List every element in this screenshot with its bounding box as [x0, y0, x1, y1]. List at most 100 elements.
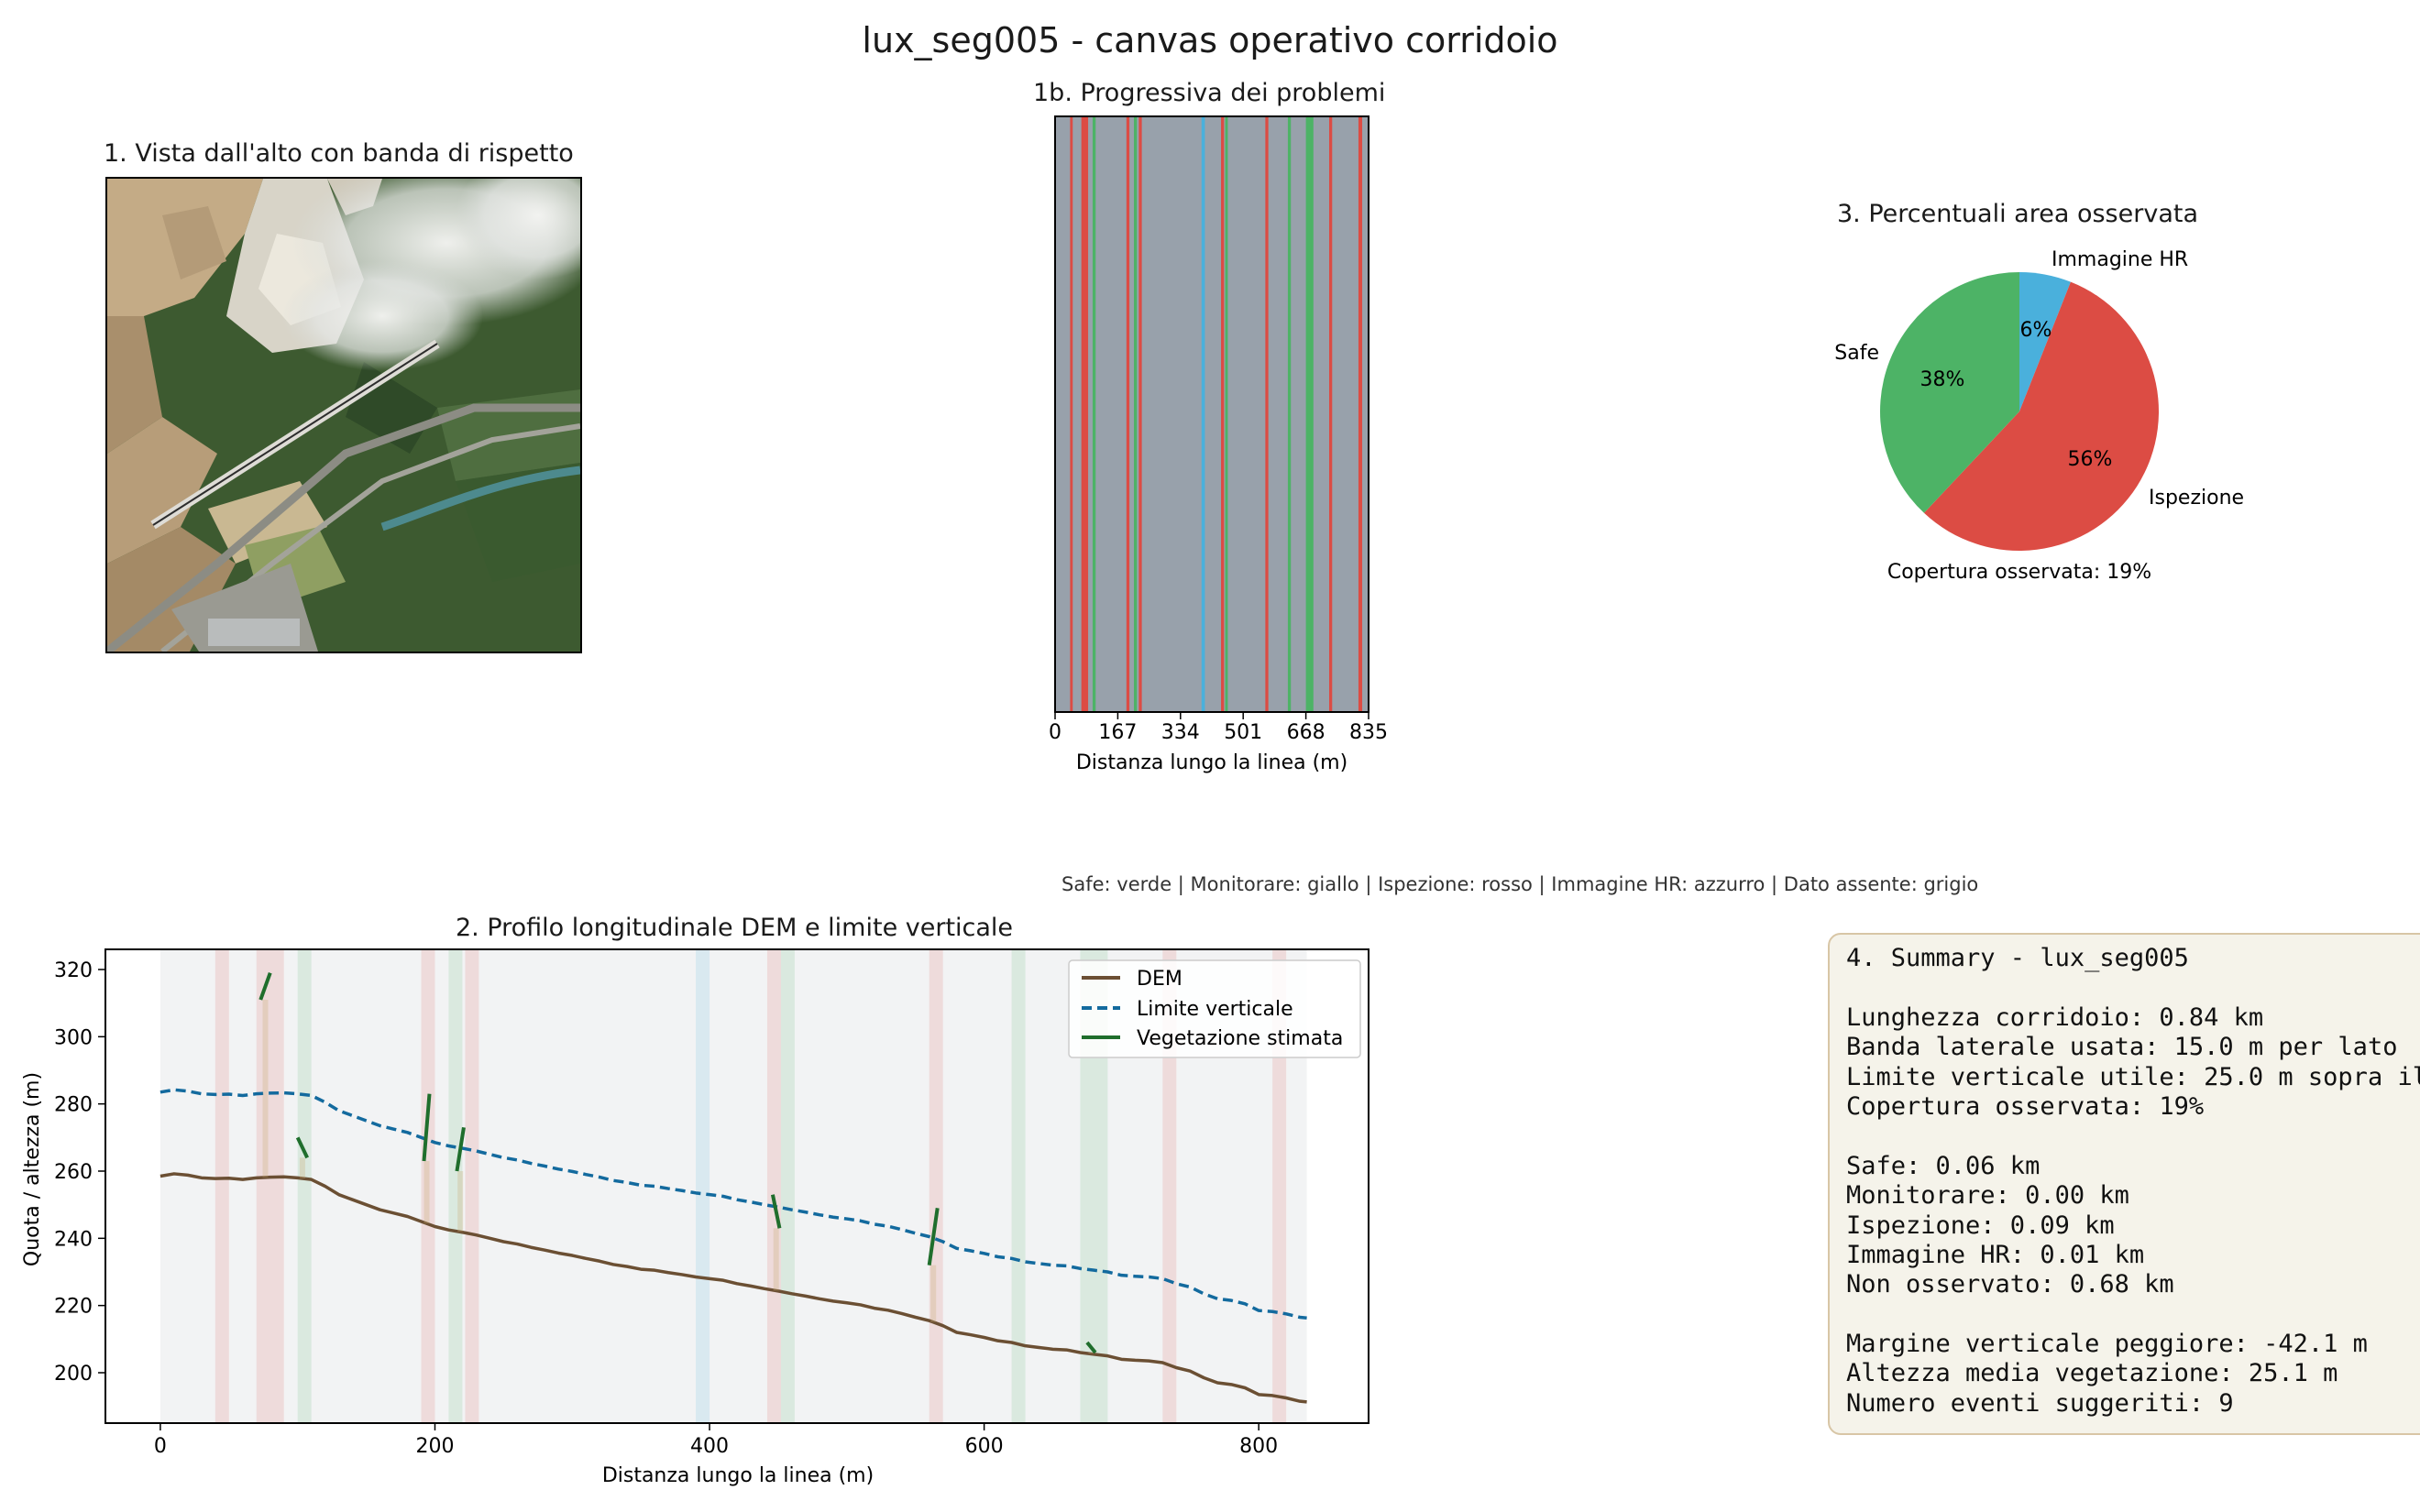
strip-frame — [1054, 115, 1370, 713]
figure-title: lux_seg005 - canvas operativo corridoio — [862, 20, 1558, 60]
aerial-image — [105, 177, 582, 653]
aerial-view-title: 1. Vista dall'alto con banda di rispetto — [104, 139, 574, 168]
profile-span-inspect — [256, 949, 284, 1423]
summary-line-safe: Safe: 0.06 km — [1846, 1151, 2040, 1180]
strip-segment-inspect — [1221, 116, 1225, 712]
summary-line-band: Banda laterale usata: 15.0 m per lato — [1846, 1033, 2398, 1062]
profile-span-inspect — [766, 949, 781, 1423]
profile-span-inspect — [1162, 949, 1177, 1423]
summary-line-coverage: Copertura osservata: 19% — [1846, 1091, 2205, 1121]
dem-line — [160, 1172, 1307, 1404]
summary-line-spacer — [1846, 1300, 2420, 1330]
profile-x-tick-label: 400 — [690, 1435, 729, 1458]
profile-span-hr — [696, 949, 710, 1423]
profile-y-tick-label: 300 — [54, 1026, 93, 1049]
strip-x-tick-label: 501 — [1224, 721, 1262, 744]
strip-x-tick-label: 668 — [1287, 721, 1326, 744]
pie-slice-safe — [1880, 272, 2019, 513]
profile-legend: DEM Limite verticale Vegetazione stimata — [1068, 959, 1361, 1058]
profile-span-safe — [1011, 949, 1026, 1423]
vegetation-column — [457, 1171, 464, 1233]
profile-span-safe — [780, 949, 795, 1423]
strip-x-tick-label: 835 — [1349, 721, 1388, 744]
legend-label-limit: Limite verticale — [1137, 998, 1293, 1021]
vegetation-column — [299, 1157, 305, 1178]
profile-span-safe — [448, 949, 463, 1423]
legend-label-dem: DEM — [1137, 968, 1182, 991]
strip-segment-safe — [1287, 116, 1292, 712]
strip-segment-safe — [1305, 116, 1314, 712]
pie-label-safe: Safe — [1834, 342, 1879, 365]
profile-x-tick-label: 800 — [1239, 1435, 1278, 1458]
summary-panel: 4. Summary - lux_seg005 Lunghezza corrid… — [1828, 933, 2420, 1435]
vegetation-column — [773, 1228, 779, 1291]
pie-label-hr: Immagine HR — [2052, 248, 2188, 271]
strip-segment-inspect — [1358, 116, 1363, 712]
strip-x-label: Distanza lungo la linea (m) — [1076, 751, 1348, 774]
summary-line-events: Numero eventi suggeriti: 9 — [1846, 1388, 2234, 1418]
vegetation-column — [930, 1265, 937, 1322]
pie-slice-ispezione — [1923, 281, 2160, 551]
vegetation-column — [262, 1000, 269, 1178]
strip-background — [1055, 116, 1369, 712]
strip-x-tick-label: 334 — [1161, 721, 1200, 744]
color-legend-note: Safe: verde | Monitorare: giallo | Ispez… — [1062, 873, 1979, 895]
strip-segment-hr — [1201, 116, 1205, 712]
summary-line-spacer — [1846, 1122, 2420, 1151]
strip-segment-safe — [1225, 116, 1228, 712]
summary-line-unobserved: Non osservato: 0.68 km — [1846, 1270, 2174, 1299]
profile-x-tick-label: 200 — [415, 1435, 454, 1458]
strip-segment-inspect — [1265, 116, 1269, 712]
pie-label-ispezione: Ispezione — [2149, 487, 2244, 509]
profile-y-label: Quota / altezza (m) — [21, 1072, 44, 1266]
pie-pct-ispezione: 56% — [2068, 448, 2113, 471]
profile-span-inspect — [214, 949, 229, 1423]
pie-chart-title: 3. Percentuali area osservata — [1837, 200, 2198, 228]
profile-y-tick-label: 240 — [54, 1228, 93, 1251]
vegetation-column — [424, 1161, 430, 1224]
strip-segment-inspect — [1328, 116, 1333, 712]
profile-span-inspect — [1272, 949, 1287, 1423]
profile-y-tick-label: 220 — [54, 1296, 93, 1319]
profile-span-inspect — [421, 949, 435, 1423]
summary-line-title: 4. Summary - lux_seg005 — [1846, 944, 2189, 972]
legend-label-vegetation: Vegetazione stimata — [1137, 1027, 1343, 1050]
profile-y-tick-label: 280 — [54, 1094, 93, 1117]
vegetation-segment — [295, 1136, 309, 1159]
strip-segment-inspect — [1081, 116, 1089, 712]
vegetation-segment — [422, 1093, 432, 1162]
profile-x-tick-label: 0 — [154, 1435, 167, 1458]
summary-line-hr: Immagine HR: 0.01 km — [1846, 1240, 2145, 1269]
profile-span-inspect — [929, 949, 943, 1423]
pie-slice-immagine-hr — [2019, 272, 2071, 411]
vegetation-segment — [258, 971, 272, 1001]
profile-x-label: Distanza lungo la linea (m) — [602, 1464, 874, 1487]
profile-span-inspect — [465, 949, 479, 1423]
pie-pct-hr: 6% — [2020, 319, 2052, 342]
profile-y-tick-label: 200 — [54, 1363, 93, 1386]
vertical-limit-line — [160, 1088, 1307, 1320]
strip-segment-safe — [1134, 116, 1138, 712]
strip-segment-inspect — [1126, 116, 1130, 712]
vegetation-segment — [770, 1194, 782, 1229]
strip-x-tick-label: 167 — [1098, 721, 1137, 744]
profile-chart-title: 2. Profilo longitudinale DEM e limite ve… — [456, 914, 1014, 942]
summary-line-monitor: Monitorare: 0.00 km — [1846, 1181, 2129, 1211]
summary-line-length: Lunghezza corridoio: 0.84 km — [1846, 1003, 2264, 1032]
profile-y-tick-label: 260 — [54, 1161, 93, 1184]
strip-x-tick-label: 0 — [1049, 721, 1062, 744]
pie-pct-safe: 38% — [1920, 368, 1965, 391]
vegetation-segment — [1085, 1341, 1097, 1354]
pie-coverage-footer: Copertura osservata: 19% — [1887, 561, 2151, 584]
summary-line-inspect: Ispezione: 0.09 km — [1846, 1211, 2115, 1240]
summary-line-limit: Limite verticale utile: 25.0 m sopra il … — [1846, 1062, 2420, 1091]
strip-segment-inspect — [1138, 116, 1142, 712]
profile-y-tick-label: 320 — [54, 959, 93, 982]
summary-line-spacer — [1846, 973, 2420, 1003]
strip-segment-safe — [1092, 116, 1096, 712]
profile-frame — [104, 948, 1370, 1424]
profile-x-tick-label: 600 — [965, 1435, 1004, 1458]
